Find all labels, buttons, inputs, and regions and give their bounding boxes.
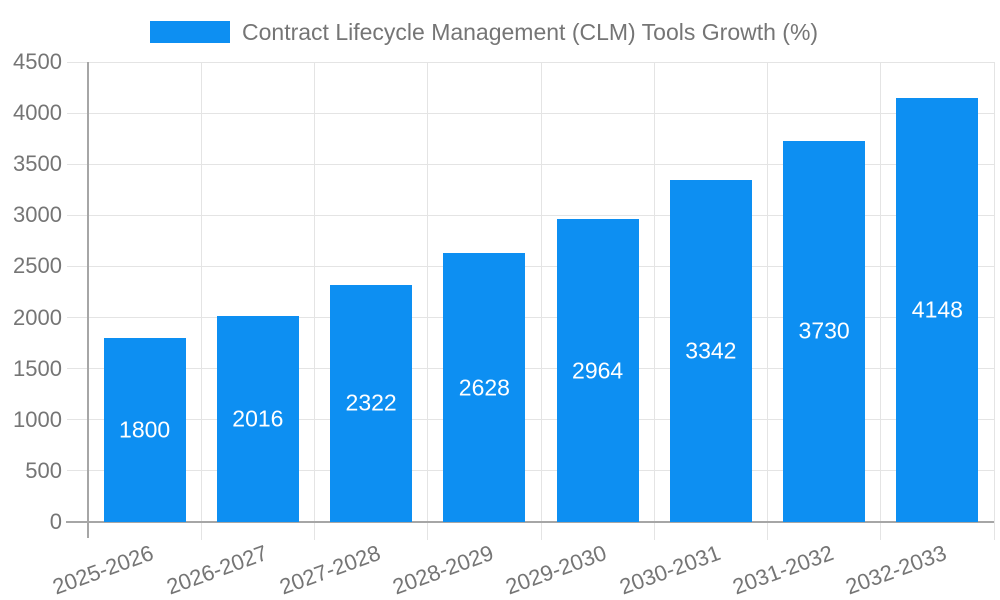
bar-2027-2028[interactable] bbox=[330, 284, 413, 522]
y-tick-label: 4000 bbox=[13, 100, 62, 126]
x-gridline bbox=[993, 62, 995, 540]
y-tick-label: 3500 bbox=[13, 151, 62, 177]
y-tick-label: 1000 bbox=[13, 406, 62, 432]
y-tick-label: 500 bbox=[25, 457, 62, 483]
x-gridline bbox=[314, 62, 315, 540]
legend[interactable]: Contract Lifecycle Management (CLM) Tool… bbox=[150, 18, 818, 46]
bar-value-label: 2628 bbox=[458, 374, 510, 401]
y-gridline bbox=[67, 419, 994, 421]
y-tick-label: 0 bbox=[49, 509, 62, 534]
bar-2025-2026[interactable] bbox=[103, 338, 186, 522]
x-gridline bbox=[540, 62, 542, 540]
bar-value-label: 4148 bbox=[911, 296, 963, 323]
x-tick-label: 2027-2028 bbox=[276, 540, 384, 600]
y-gridline bbox=[67, 265, 994, 267]
x-tick-label: 2032-2033 bbox=[842, 540, 950, 600]
y-tick-label: 1500 bbox=[13, 355, 62, 381]
bar-2029-2030[interactable] bbox=[556, 219, 639, 522]
legend-label: Contract Lifecycle Management (CLM) Tool… bbox=[242, 18, 819, 45]
y-gridline bbox=[67, 368, 994, 370]
y-tick-label: 2500 bbox=[13, 253, 62, 279]
x-gridline bbox=[427, 62, 429, 540]
legend-swatch[interactable] bbox=[150, 21, 230, 43]
bar-2026-2027[interactable] bbox=[216, 315, 299, 522]
y-gridline bbox=[67, 470, 994, 472]
x-tick-label: 2030-2031 bbox=[616, 540, 724, 600]
bar-2032-2033[interactable] bbox=[896, 97, 979, 522]
bar-value-label: 1800 bbox=[119, 416, 171, 443]
x-gridline bbox=[200, 62, 202, 540]
x-tick-label: 2029-2030 bbox=[502, 540, 611, 600]
y-tick-label: 4500 bbox=[13, 49, 62, 74]
bar-value-label: 3730 bbox=[798, 317, 850, 344]
y-tick-label: 2000 bbox=[13, 304, 62, 330]
bar-value-label: 2964 bbox=[572, 357, 624, 383]
x-tick-label: 2031-2032 bbox=[729, 540, 837, 600]
y-tick-label: 3000 bbox=[13, 202, 62, 228]
bar-value-label: 2322 bbox=[345, 389, 397, 416]
y-gridline bbox=[67, 317, 994, 319]
bar-value-label: 2016 bbox=[232, 405, 284, 432]
bar-2031-2032[interactable] bbox=[783, 140, 866, 522]
x-gridline bbox=[767, 62, 768, 540]
y-gridline bbox=[67, 112, 994, 114]
bar-2030-2031[interactable] bbox=[669, 180, 752, 522]
y-gridline bbox=[67, 61, 994, 63]
x-gridline bbox=[880, 62, 882, 540]
x-tick-label: 2028-2029 bbox=[389, 540, 497, 600]
y-gridline bbox=[67, 214, 994, 216]
x-axis-line bbox=[66, 521, 994, 523]
y-gridline bbox=[67, 163, 994, 165]
bar-value-label: 3342 bbox=[685, 337, 737, 364]
bar-2028-2029[interactable] bbox=[443, 253, 526, 522]
x-tick-label: 2026-2027 bbox=[163, 540, 271, 600]
x-gridline bbox=[653, 62, 655, 540]
x-tick-label: 2025-2026 bbox=[49, 540, 158, 600]
y-axis-line bbox=[87, 62, 89, 538]
